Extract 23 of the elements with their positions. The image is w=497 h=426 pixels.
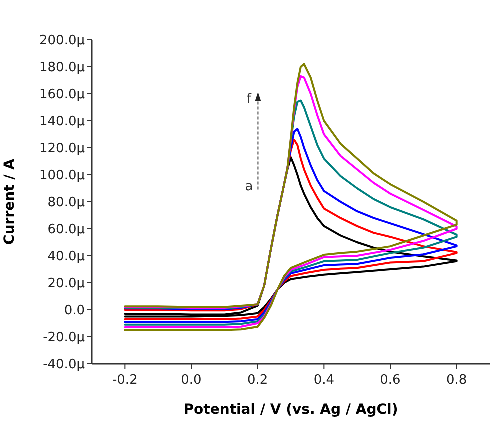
annotation: a <box>245 179 254 194</box>
x-tick-label: 0.4 <box>314 373 335 388</box>
y-tick-label: 60.0µ <box>48 222 85 238</box>
y-tick-label: -40.0µ <box>43 358 85 373</box>
x-tick-label: -0.2 <box>112 373 138 388</box>
y-tick-label: -20.0µ <box>43 330 85 346</box>
y-tick-label: 180.0µ <box>40 60 85 76</box>
y-tick-label: 160.0µ <box>40 88 85 103</box>
x-tick-label: 0.8 <box>446 373 468 388</box>
x-tick-label: 0.2 <box>247 373 268 388</box>
y-tick-label: 140.0µ <box>40 114 85 130</box>
y-tick-label: 20.0µ <box>48 276 85 292</box>
annotation: f <box>246 92 252 107</box>
x-tick-label: 0.0 <box>181 373 202 388</box>
y-tick-label: 80.0µ <box>48 196 85 211</box>
y-tick-label: 40.0µ <box>48 250 85 265</box>
y-axis-title: Current / A <box>2 158 18 245</box>
x-axis-title: Potential / V (vs. Ag / AgCl) <box>184 402 398 418</box>
y-tick-label: 0.0 <box>64 304 85 319</box>
y-tick-label: 200.0µ <box>40 34 85 49</box>
x-tick-label: 0.6 <box>380 373 401 388</box>
y-tick-label: 100.0µ <box>40 168 85 184</box>
y-tick-label: 120.0µ <box>40 142 85 157</box>
